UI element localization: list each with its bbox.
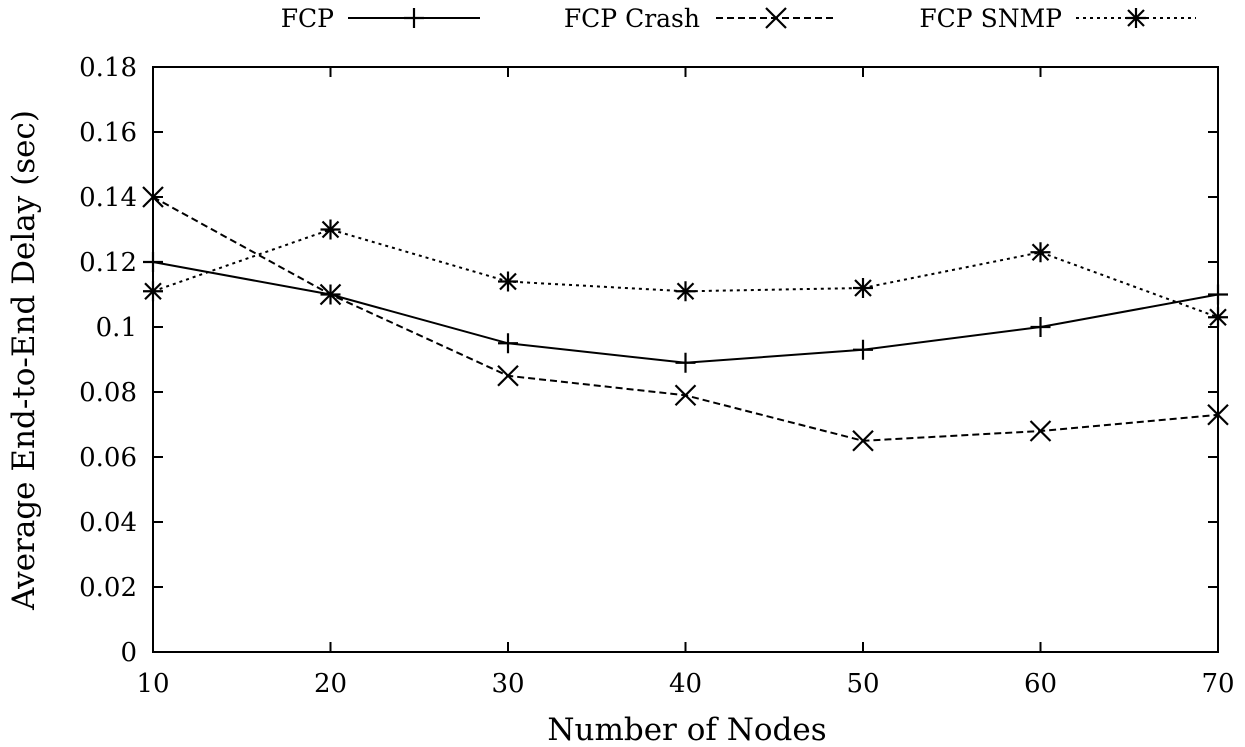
data-point-fcp-snmp	[675, 281, 696, 302]
data-point-fcp-snmp	[1208, 307, 1228, 328]
data-point-fcp-crash	[1207, 403, 1229, 426]
data-point-fcp	[675, 352, 696, 373]
legend-marker-fcp-crash	[765, 7, 787, 29]
data-point-fcp	[1030, 317, 1051, 337]
y-tick-label: 0.14	[79, 183, 137, 213]
y-tick-label: 0.16	[79, 118, 137, 148]
data-point-fcp-crash	[852, 429, 874, 452]
x-tick-label: 70	[1201, 669, 1234, 699]
data-point-fcp	[143, 252, 163, 272]
series-line-fcp-crash	[152, 196, 1219, 442]
axes: 0 0.02 0.04 0.06 0.08 0.1 0.12 0.14 0.16 0.18 10 20…	[79, 53, 1234, 699]
data-point-fcp	[498, 333, 518, 354]
data-point-fcp-crash	[319, 283, 342, 306]
series-group	[142, 186, 1229, 452]
data-point-fcp	[853, 339, 873, 360]
y-tick-label: 0.08	[79, 378, 137, 408]
y-tick-label: 0.12	[79, 248, 137, 278]
data-point-fcp	[1208, 284, 1228, 305]
data-point-fcp-crash	[674, 384, 697, 407]
y-tick-label: 0.06	[79, 443, 137, 473]
data-point-fcp-crash	[497, 364, 519, 387]
legend-label-fcp-crash: FCP Crash	[564, 4, 700, 33]
legend-marker-fcp-snmp	[1126, 8, 1146, 28]
x-tick-label: 10	[136, 669, 169, 699]
x-tick-label: 50	[846, 669, 879, 699]
data-point-fcp-snmp	[498, 271, 518, 292]
y-tick-label: 0.04	[79, 508, 137, 538]
data-point-fcp-snmp	[143, 281, 163, 302]
y-tick-label: 0	[120, 638, 137, 668]
x-axis-title: Number of Nodes	[547, 712, 826, 747]
y-tick-label: 0.18	[79, 53, 137, 83]
x-tick-label: 60	[1024, 669, 1057, 699]
data-point-fcp-snmp	[1030, 242, 1051, 263]
data-point-fcp-snmp	[853, 278, 873, 298]
y-tick-label: 0.1	[96, 313, 137, 343]
y-tick-label: 0.02	[79, 573, 137, 603]
legend: FCP FCP Crash FCP SNMP	[281, 4, 1196, 33]
x-tick-label: 20	[314, 669, 347, 699]
legend-label-fcp-snmp: FCP SNMP	[919, 4, 1062, 33]
series-line-fcp	[152, 261, 1219, 364]
data-point-fcp-snmp	[320, 219, 341, 240]
x-tick-label: 30	[491, 669, 524, 699]
x-tick-label: 40	[669, 669, 702, 699]
y-axis-title: Average End-to-End Delay (sec)	[6, 110, 42, 611]
legend-marker-fcp	[404, 8, 424, 28]
legend-label-fcp: FCP	[281, 4, 334, 33]
series-line-fcp-snmp	[152, 228, 1219, 319]
data-point-fcp-crash	[142, 186, 164, 208]
data-point-fcp-crash	[1029, 420, 1052, 442]
